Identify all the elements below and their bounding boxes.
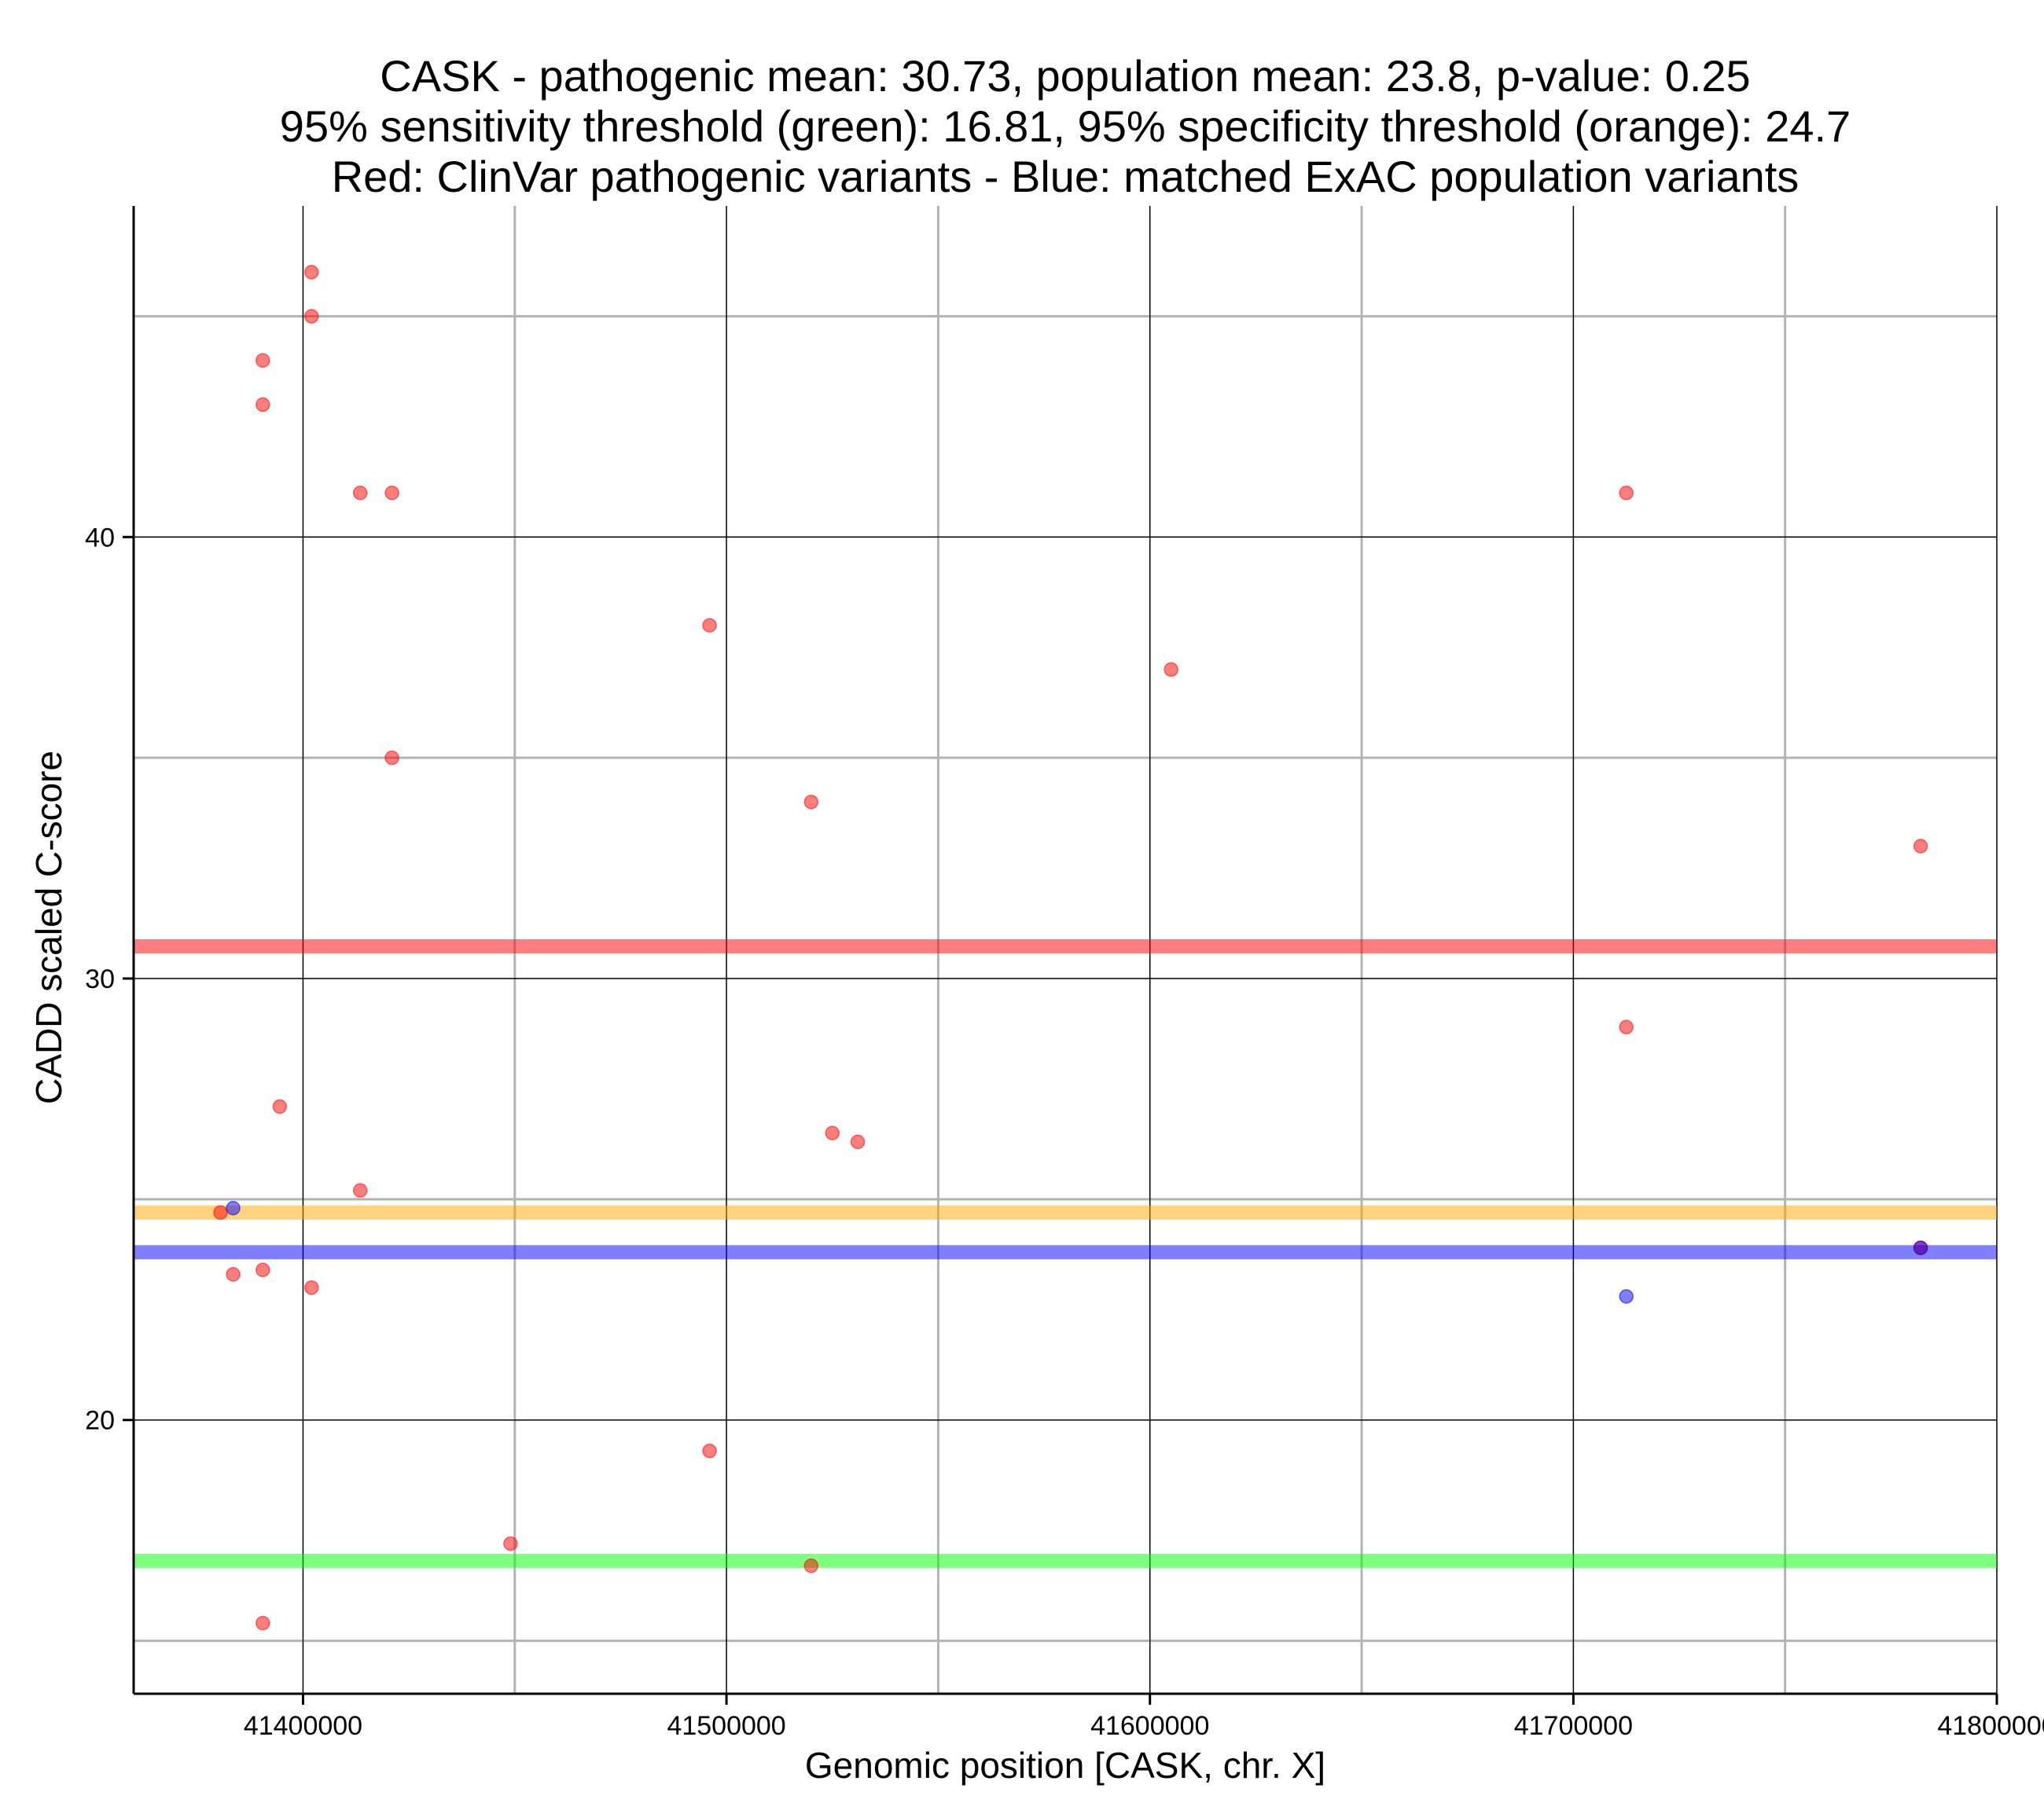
pathogenic-point xyxy=(803,795,819,810)
pathogenic-point xyxy=(1913,839,1928,854)
chart-title: CASK - pathogenic mean: 30.73, populatio… xyxy=(280,51,1851,201)
x-tick-label: 41400000 xyxy=(244,1711,362,1741)
axes xyxy=(132,206,1997,1695)
pathogenic-point xyxy=(303,309,319,324)
pathogenic-point xyxy=(272,1099,288,1114)
pathogenic-point xyxy=(803,1558,819,1573)
pathogenic-point xyxy=(303,265,319,280)
pathogenic-point xyxy=(226,1267,241,1282)
pathogenic-point xyxy=(303,1280,319,1295)
pathogenic-point xyxy=(384,750,399,766)
pathogenic-point xyxy=(1619,1019,1634,1035)
y-axis-label: CADD scaled C-score xyxy=(28,751,69,1104)
y-tick-label: 30 xyxy=(85,964,115,994)
y-tick-label: 20 xyxy=(85,1406,115,1436)
pathogenic-point xyxy=(1164,662,1178,677)
pathogenic-point xyxy=(352,485,368,501)
x-tick-label: 41600000 xyxy=(1090,1711,1209,1741)
population-point xyxy=(1619,1289,1634,1304)
x-tick-label: 41700000 xyxy=(1514,1711,1633,1741)
x-tick-label: 41800000 xyxy=(1937,1711,2044,1741)
population-point xyxy=(226,1200,241,1216)
pathogenic-point xyxy=(850,1134,866,1150)
reference-lines xyxy=(134,939,1997,1568)
pathogenic-point xyxy=(256,1262,270,1277)
chart-title-line-2: 95% sensitivity threshold (green): 16.81… xyxy=(280,101,1851,151)
y-tick-label: 40 xyxy=(85,523,115,553)
pathogenic-point xyxy=(256,353,270,368)
pathogenic-point xyxy=(256,397,270,413)
pathogenic-point xyxy=(503,1536,518,1551)
chart-title-line-1: CASK - pathogenic mean: 30.73, populatio… xyxy=(380,51,1750,101)
pathogenic-point xyxy=(213,1205,228,1220)
pathogenic-point xyxy=(702,618,717,633)
y-axis-ticks: 20 30 40 xyxy=(85,523,134,1436)
pathogenic-point xyxy=(384,485,399,501)
pathogenic-point xyxy=(825,1125,840,1140)
population-point xyxy=(1913,1240,1928,1255)
chart-title-line-3: Red: ClinVar pathogenic variants - Blue:… xyxy=(332,152,1800,201)
x-axis-ticks: 41400000 41500000 41600000 41700000 41800000 xyxy=(244,1694,2044,1741)
data-points xyxy=(213,265,1928,1631)
pathogenic-point xyxy=(256,1615,270,1631)
pathogenic-point xyxy=(702,1443,717,1459)
pathogenic-point xyxy=(1619,485,1634,501)
x-axis-label: Genomic position [CASK, chr. X] xyxy=(805,1745,1325,1786)
x-tick-label: 41500000 xyxy=(667,1711,785,1741)
pathogenic-point xyxy=(352,1183,368,1198)
